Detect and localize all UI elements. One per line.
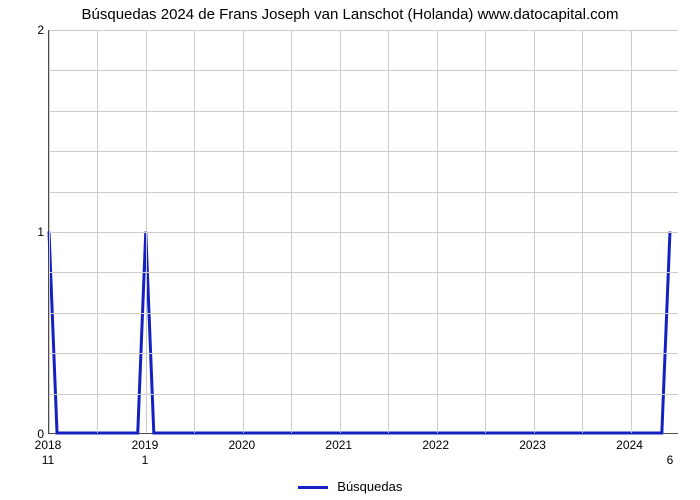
grid-minor-h <box>49 272 678 273</box>
grid-minor-h <box>49 151 678 152</box>
plot-area <box>48 30 678 434</box>
legend: Búsquedas <box>0 479 700 494</box>
data-point-label: 1 <box>142 453 149 467</box>
data-point-label: 11 <box>42 453 54 467</box>
x-tick-label: 2023 <box>519 438 546 452</box>
x-tick-label: 2020 <box>228 438 255 452</box>
grid-minor-h <box>49 192 678 193</box>
x-tick-label: 2019 <box>132 438 159 452</box>
data-point-label: 6 <box>667 453 674 467</box>
grid-minor-h <box>49 70 678 71</box>
grid-minor-h <box>49 394 678 395</box>
y-tick-label: 1 <box>37 225 44 239</box>
grid-minor-h <box>49 313 678 314</box>
grid-minor-h <box>49 111 678 112</box>
grid-h <box>49 30 678 31</box>
y-tick-label: 0 <box>37 427 44 441</box>
legend-swatch <box>298 486 328 489</box>
grid-minor-h <box>49 353 678 354</box>
legend-label: Búsquedas <box>337 479 402 494</box>
x-tick-label: 2024 <box>616 438 643 452</box>
chart-title: Búsquedas 2024 de Frans Joseph van Lansc… <box>0 6 700 23</box>
grid-h <box>49 232 678 233</box>
x-tick-label: 2022 <box>422 438 449 452</box>
x-tick-label: 2021 <box>325 438 352 452</box>
y-tick-label: 2 <box>37 23 44 37</box>
